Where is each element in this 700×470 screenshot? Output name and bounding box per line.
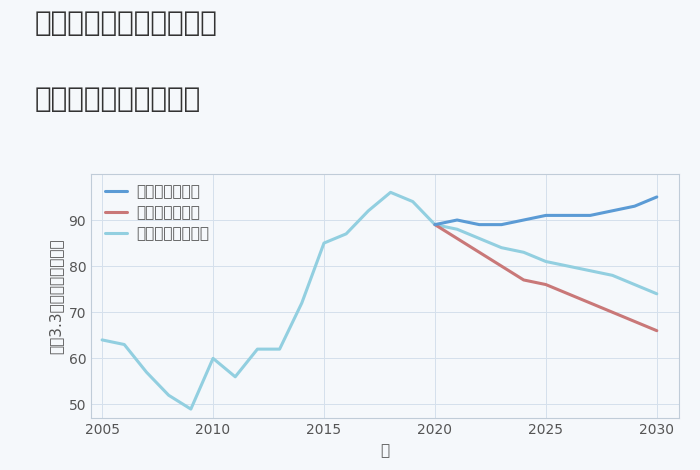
ノーマルシナリオ bbox=[187, 406, 195, 412]
グッドシナリオ bbox=[652, 194, 661, 200]
ノーマルシナリオ bbox=[275, 346, 284, 352]
ノーマルシナリオ bbox=[386, 189, 395, 195]
ノーマルシナリオ bbox=[631, 282, 639, 287]
バッドシナリオ bbox=[631, 319, 639, 324]
ノーマルシナリオ bbox=[364, 208, 372, 213]
ノーマルシナリオ bbox=[231, 374, 239, 380]
Text: 福岡県福岡市西区飯氏の: 福岡県福岡市西区飯氏の bbox=[35, 9, 218, 38]
Y-axis label: 坪（3.3㎡）単価（万円）: 坪（3.3㎡）単価（万円） bbox=[48, 238, 63, 354]
ノーマルシナリオ bbox=[253, 346, 262, 352]
グッドシナリオ bbox=[631, 204, 639, 209]
ノーマルシナリオ bbox=[164, 392, 173, 398]
ノーマルシナリオ bbox=[475, 235, 484, 241]
Legend: グッドシナリオ, バッドシナリオ, ノーマルシナリオ: グッドシナリオ, バッドシナリオ, ノーマルシナリオ bbox=[104, 184, 209, 241]
バッドシナリオ bbox=[542, 282, 550, 287]
ノーマルシナリオ bbox=[320, 240, 328, 246]
ノーマルシナリオ bbox=[298, 300, 306, 306]
ノーマルシナリオ bbox=[608, 273, 617, 278]
Text: 中古戸建ての価格推移: 中古戸建ての価格推移 bbox=[35, 85, 202, 113]
ノーマルシナリオ bbox=[98, 337, 106, 343]
ノーマルシナリオ bbox=[430, 222, 439, 227]
Line: グッドシナリオ: グッドシナリオ bbox=[435, 197, 657, 225]
ノーマルシナリオ bbox=[209, 355, 217, 361]
グッドシナリオ bbox=[475, 222, 484, 227]
ノーマルシナリオ bbox=[120, 342, 129, 347]
バッドシナリオ bbox=[430, 222, 439, 227]
グッドシナリオ bbox=[453, 217, 461, 223]
ノーマルシナリオ bbox=[142, 369, 150, 375]
ノーマルシナリオ bbox=[586, 268, 594, 274]
グッドシナリオ bbox=[542, 212, 550, 218]
ノーマルシナリオ bbox=[652, 291, 661, 297]
ノーマルシナリオ bbox=[409, 199, 417, 204]
グッドシナリオ bbox=[519, 217, 528, 223]
グッドシナリオ bbox=[586, 212, 594, 218]
グッドシナリオ bbox=[430, 222, 439, 227]
バッドシナリオ bbox=[652, 328, 661, 334]
グッドシナリオ bbox=[497, 222, 505, 227]
ノーマルシナリオ bbox=[542, 258, 550, 264]
ノーマルシナリオ bbox=[564, 263, 573, 269]
バッドシナリオ bbox=[497, 263, 505, 269]
バッドシナリオ bbox=[475, 250, 484, 255]
バッドシナリオ bbox=[564, 291, 573, 297]
X-axis label: 年: 年 bbox=[380, 443, 390, 458]
バッドシナリオ bbox=[608, 309, 617, 315]
Line: ノーマルシナリオ: ノーマルシナリオ bbox=[102, 192, 657, 409]
グッドシナリオ bbox=[564, 212, 573, 218]
ノーマルシナリオ bbox=[519, 250, 528, 255]
バッドシナリオ bbox=[519, 277, 528, 283]
ノーマルシナリオ bbox=[497, 245, 505, 251]
バッドシナリオ bbox=[453, 235, 461, 241]
ノーマルシナリオ bbox=[453, 227, 461, 232]
バッドシナリオ bbox=[586, 300, 594, 306]
グッドシナリオ bbox=[608, 208, 617, 213]
ノーマルシナリオ bbox=[342, 231, 351, 237]
Line: バッドシナリオ: バッドシナリオ bbox=[435, 225, 657, 331]
